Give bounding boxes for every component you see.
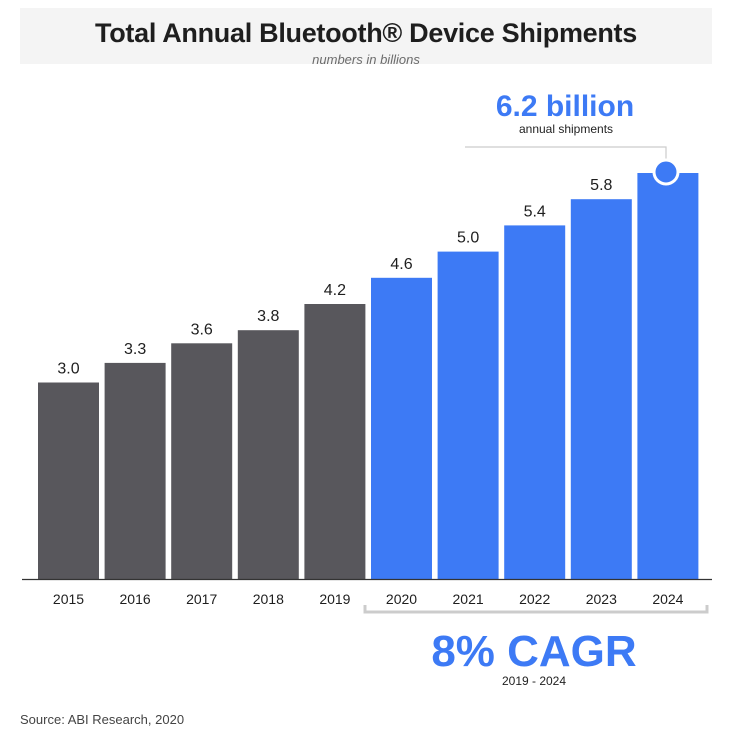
chart-subtitle: numbers in billions [312,52,420,67]
x-tick-label: 2022 [519,591,550,607]
bar-value-label: 3.8 [257,308,279,325]
bar-2016 [104,362,166,579]
bar-2018 [237,330,299,579]
peak-annotation-connector [465,146,667,165]
bar-value-label: 3.0 [57,361,79,378]
bar-value-label: 4.2 [324,282,346,299]
bar-value-label: 3.6 [191,321,213,338]
peak-annotation-label: annual shipments [519,122,613,136]
cagr-bracket [363,605,709,614]
x-tick-label: 2021 [453,591,484,607]
x-tick-label: 2019 [319,591,350,607]
x-tick-label: 2024 [652,591,683,607]
bar-2017 [171,343,233,579]
x-tick-label: 2017 [186,591,217,607]
x-tick-label: 2020 [386,591,417,607]
bar-value-label: 5.0 [457,230,479,247]
x-tick-label: 2016 [120,591,151,607]
bar-2020 [371,277,432,579]
bar-2019 [304,304,366,579]
x-tick-label: 2015 [53,591,84,607]
bar-value-label: 5.4 [524,203,546,220]
bar-2022 [504,225,566,579]
bar-2023 [570,199,632,579]
x-tick-label: 2018 [253,591,284,607]
peak-annotation-value: 6.2 billion [496,90,634,123]
title-band: Total Annual Bluetooth® Device Shipments… [20,8,712,67]
bar-value-label: 5.8 [590,177,612,194]
cagr-annotation-label: 2019 - 2024 [502,674,566,688]
source-note: Source: ABI Research, 2020 [20,712,185,727]
bar-2021 [437,251,499,579]
bar-value-label: 3.3 [124,341,146,358]
x-tick-label: 2023 [586,591,617,607]
bar-2015 [38,382,99,579]
chart-title: Total Annual Bluetooth® Device Shipments [95,18,637,48]
bar-2024 [637,173,699,579]
cagr-annotation-value: 8% CAGR [431,627,636,676]
bar-value-label: 4.6 [390,256,412,273]
peak-marker-dot [652,158,680,186]
